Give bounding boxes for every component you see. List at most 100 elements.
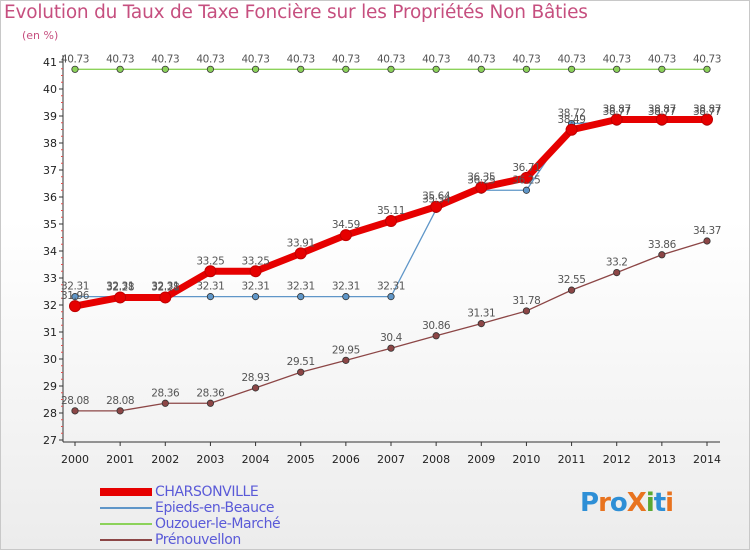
y-tick-label: 27	[43, 434, 57, 447]
data-label: 32.28	[106, 281, 134, 293]
chart-title: Evolution du Taux de Taxe Foncière sur l…	[4, 2, 588, 23]
data-label: 35.54	[422, 193, 451, 205]
data-point	[565, 123, 578, 136]
y-tick-label: 32	[43, 299, 57, 312]
data-point	[430, 200, 443, 213]
data-point	[385, 215, 397, 228]
data-label: 30.4	[380, 332, 402, 344]
legend-item-charsonville: CHARSONVILLE	[100, 484, 360, 500]
logo-letter: t	[653, 488, 666, 518]
y-tick-label: 35	[43, 218, 57, 231]
x-tick-label: 2000	[61, 453, 89, 466]
data-label: 40.73	[467, 53, 495, 65]
data-point	[610, 113, 623, 126]
data-point	[342, 293, 350, 301]
data-label: 33.25	[196, 255, 224, 267]
data-point	[204, 265, 217, 278]
data-label: 36.25	[467, 174, 495, 186]
data-point	[297, 65, 305, 73]
x-tick-label: 2014	[693, 453, 721, 466]
data-label: 35.64	[422, 191, 451, 203]
data-point	[703, 237, 711, 245]
data-label: 31.31	[467, 308, 495, 320]
legend-swatch	[100, 539, 152, 541]
legend-label: CHARSONVILLE	[155, 484, 259, 500]
data-label: 40.73	[558, 53, 586, 65]
data-point	[206, 65, 215, 73]
data-label: 31.78	[512, 295, 540, 307]
data-point	[701, 113, 713, 126]
data-label: 40.73	[61, 53, 89, 65]
data-label: 40.73	[287, 53, 315, 65]
data-label: 40.73	[196, 53, 224, 65]
data-point	[387, 344, 395, 352]
logo-letter: X	[626, 488, 647, 518]
data-label: 29.51	[287, 356, 315, 368]
data-point	[342, 356, 350, 364]
x-tick-label: 2002	[151, 453, 179, 466]
x-tick-label: 2008	[422, 453, 450, 466]
data-point	[522, 307, 531, 315]
data-label: 38.77	[693, 106, 721, 118]
data-point	[297, 293, 305, 301]
data-label: 30.86	[422, 320, 451, 332]
data-label: 28.36	[151, 387, 180, 399]
data-point	[251, 384, 260, 392]
x-tick-label: 2013	[648, 453, 676, 466]
data-point	[206, 399, 215, 407]
data-label: 32.31	[377, 281, 405, 293]
data-point	[520, 171, 533, 184]
data-label: 33.2	[606, 257, 628, 269]
x-tick-label: 2004	[242, 453, 270, 466]
data-label: 35.11	[377, 205, 405, 217]
data-point	[477, 320, 485, 328]
data-point	[613, 65, 621, 73]
data-point	[206, 293, 215, 301]
data-point	[522, 65, 531, 73]
data-point	[703, 65, 711, 73]
data-label: 38.77	[603, 106, 631, 118]
data-label: 38.87	[648, 104, 676, 116]
unit-label: (en %)	[22, 29, 59, 42]
data-label: 38.72	[558, 108, 586, 120]
y-tick-label: 30	[43, 353, 57, 366]
data-label: 40.73	[422, 53, 450, 65]
data-label: 31.96	[61, 290, 90, 302]
x-tick-label: 2006	[332, 453, 360, 466]
y-tick-label: 31	[43, 326, 57, 339]
data-point	[251, 65, 260, 73]
data-point	[475, 181, 488, 194]
data-label: 32.31	[106, 281, 134, 293]
data-label: 40.73	[377, 53, 405, 65]
data-label: 36.25	[512, 174, 540, 186]
proxiti-logo: ProXiti	[580, 488, 674, 518]
logo-letter: o	[609, 488, 628, 518]
y-tick-label: 37	[43, 164, 57, 177]
data-point	[114, 291, 127, 304]
data-point	[159, 291, 172, 304]
data-label: 32.31	[61, 281, 89, 293]
data-label: 40.73	[106, 53, 134, 65]
data-point	[387, 293, 395, 301]
data-label: 40.73	[332, 53, 360, 65]
data-label: 34.59	[332, 219, 360, 231]
x-tick-label: 2005	[287, 453, 315, 466]
data-label: 28.08	[61, 395, 89, 407]
y-tick-label: 36	[43, 191, 57, 204]
data-point	[613, 268, 621, 277]
legend-swatch	[100, 523, 152, 525]
data-label: 36.35	[467, 172, 495, 184]
data-label: 38.49	[558, 114, 586, 126]
data-point	[71, 407, 79, 415]
data-label: 33.91	[287, 237, 315, 249]
data-point	[69, 300, 81, 313]
x-tick-label: 2012	[603, 453, 631, 466]
data-label: 32.31	[332, 281, 360, 293]
data-point	[432, 65, 440, 73]
logo-letter: P	[580, 488, 599, 518]
data-point	[655, 113, 668, 126]
legend-item-ouzouer: Ouzouer-le-Marché	[100, 516, 360, 532]
data-label: 28.08	[106, 395, 134, 407]
legend-item-prenouvellon: Prénouvellon	[100, 532, 360, 548]
